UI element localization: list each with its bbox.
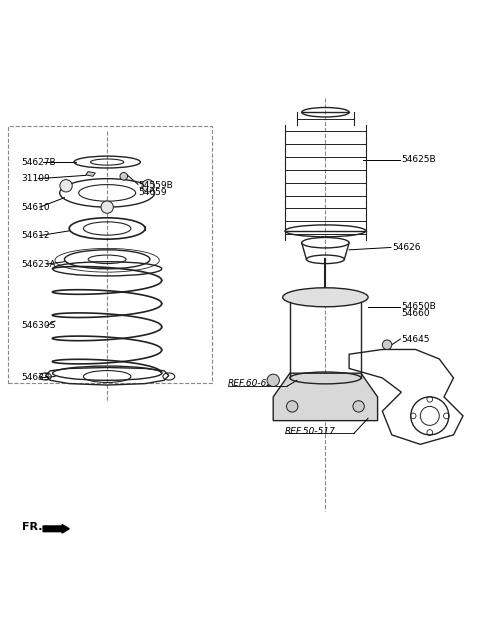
FancyArrow shape bbox=[43, 525, 69, 533]
Text: 54627B: 54627B bbox=[22, 157, 56, 166]
Text: REF.60-624: REF.60-624 bbox=[228, 379, 279, 388]
Polygon shape bbox=[86, 171, 96, 177]
Circle shape bbox=[101, 201, 113, 213]
Text: 54659: 54659 bbox=[138, 188, 167, 197]
Text: 54626: 54626 bbox=[392, 243, 420, 252]
Circle shape bbox=[60, 180, 72, 192]
Circle shape bbox=[383, 340, 392, 349]
Circle shape bbox=[353, 401, 364, 412]
Circle shape bbox=[120, 173, 128, 180]
Text: 54625B: 54625B bbox=[401, 155, 436, 164]
Text: 54650B: 54650B bbox=[401, 302, 436, 311]
Text: 31109: 31109 bbox=[22, 174, 50, 183]
Circle shape bbox=[142, 180, 155, 192]
Circle shape bbox=[267, 374, 279, 386]
Polygon shape bbox=[273, 373, 378, 421]
Text: 54610: 54610 bbox=[22, 203, 50, 212]
Circle shape bbox=[287, 401, 298, 412]
Text: REF.50-517: REF.50-517 bbox=[285, 426, 336, 435]
Text: 54660: 54660 bbox=[401, 309, 430, 318]
Ellipse shape bbox=[283, 288, 368, 307]
Text: 54612: 54612 bbox=[22, 231, 50, 240]
Text: 54645: 54645 bbox=[401, 336, 430, 345]
Text: 54623A: 54623A bbox=[22, 259, 56, 268]
Text: 54633: 54633 bbox=[22, 374, 50, 383]
Text: 54559B: 54559B bbox=[138, 181, 173, 190]
Text: 54630S: 54630S bbox=[22, 321, 56, 330]
Text: FR.: FR. bbox=[22, 523, 42, 532]
